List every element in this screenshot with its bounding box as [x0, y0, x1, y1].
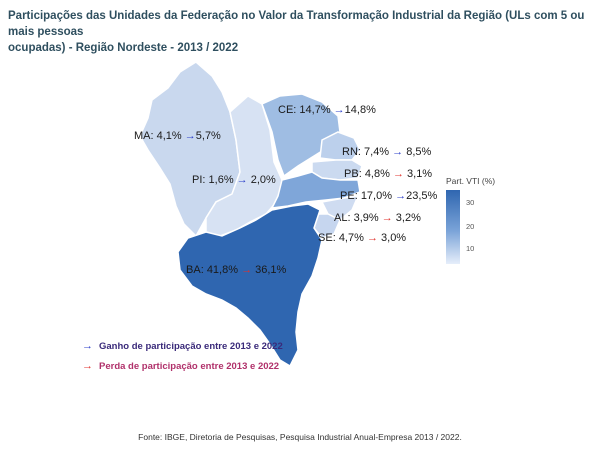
- label-PE-2013: 17,0%: [360, 190, 393, 202]
- source-note: Fonte: IBGE, Diretoria de Pesquisas, Pes…: [138, 432, 462, 442]
- label-PI-2013: 1,6%: [208, 174, 234, 186]
- gain-arrow-icon: →: [392, 146, 404, 158]
- legend-gain: → Ganho de participação entre 2013 e 2022: [82, 340, 283, 352]
- label-AL-2013: 3,9%: [353, 212, 379, 224]
- label-SE: SE: 4,7% → 3,0%: [318, 232, 406, 245]
- legend-loss: → Perda de participação entre 2013 e 2022: [82, 360, 279, 372]
- label-BA-separator: :: [200, 264, 204, 276]
- map-title: Participações das Unidades da Federação …: [8, 8, 588, 56]
- scale-title: Part. VTI (%): [446, 176, 496, 186]
- label-AL-2022: 3,2%: [395, 212, 421, 224]
- region-RN: [319, 131, 361, 161]
- label-PI-state: PI: [192, 174, 203, 186]
- label-RN-state: RN: [342, 146, 358, 158]
- label-MA-state: MA: [134, 130, 151, 142]
- label-PE-2022: 23,5%: [406, 190, 438, 202]
- label-SE-separator: :: [332, 232, 336, 244]
- loss-arrow-icon: →: [82, 360, 93, 372]
- label-PI: PI: 1,6% → 2,0%: [192, 174, 276, 187]
- label-BA-2013: 41,8%: [206, 264, 239, 276]
- label-RN-2022: 8,5%: [406, 146, 432, 158]
- loss-arrow-icon: →: [366, 232, 378, 244]
- label-BA: BA: 41,8% → 36,1%: [186, 264, 286, 277]
- loss-arrow-icon: →: [392, 168, 404, 180]
- label-SE-2013: 4,7%: [338, 232, 364, 244]
- label-PE-separator: :: [354, 190, 358, 202]
- label-CE: CE: 14,7% →14,8%: [278, 104, 376, 117]
- label-MA: MA: 4,1% →5,7%: [134, 130, 221, 143]
- label-AL-separator: :: [347, 212, 351, 224]
- label-SE-2022: 3,0%: [381, 232, 407, 244]
- label-PB-separator: :: [358, 168, 362, 180]
- loss-arrow-icon: →: [241, 264, 253, 276]
- color-scale-bar: [446, 190, 460, 264]
- gain-arrow-icon: →: [82, 340, 93, 352]
- scale-tick-10: 10: [466, 244, 475, 253]
- label-CE-separator: :: [293, 104, 297, 116]
- label-AL-state: AL: [334, 212, 348, 224]
- gain-arrow-icon: →: [395, 190, 407, 202]
- label-MA-separator: :: [150, 130, 154, 142]
- region-BA: [177, 203, 323, 368]
- region-PE: [270, 171, 361, 209]
- label-PI-separator: :: [202, 174, 206, 186]
- label-SE-state: SE: [318, 232, 333, 244]
- label-AL: AL: 3,9% → 3,2%: [334, 212, 421, 225]
- label-PE: PE: 17,0% →23,5%: [340, 190, 437, 203]
- label-MA-2022: 5,7%: [195, 130, 221, 142]
- label-CE-2013: 14,7%: [299, 104, 331, 116]
- label-PI-2022: 2,0%: [250, 174, 276, 186]
- legend-gain-label: Ganho de participação entre 2013 e 2022: [99, 341, 283, 352]
- label-RN: RN: 7,4% → 8,5%: [342, 146, 431, 159]
- gain-arrow-icon: →: [184, 130, 196, 142]
- label-RN-separator: :: [357, 146, 361, 158]
- label-MA-2013: 4,1%: [156, 130, 182, 142]
- label-PB-state: PB: [344, 168, 359, 180]
- label-PE-state: PE: [340, 190, 355, 202]
- label-RN-2013: 7,4%: [364, 146, 390, 158]
- label-PB-2022: 3,1%: [407, 168, 433, 180]
- gain-arrow-icon: →: [236, 174, 248, 186]
- label-CE-2022: 14,8%: [344, 104, 376, 116]
- title-line-2: ocupadas) - Região Nordeste - 2013 / 202…: [8, 42, 239, 54]
- scale-tick-30: 30: [466, 198, 475, 207]
- legend-loss-label: Perda de participação entre 2013 e 2022: [99, 361, 280, 372]
- title-line-1: Participações das Unidades da Federação …: [8, 10, 585, 38]
- label-PB-2013: 4,8%: [364, 168, 390, 180]
- label-BA-state: BA: [186, 264, 201, 276]
- label-BA-2022: 36,1%: [255, 264, 287, 276]
- label-CE-state: CE: [278, 104, 294, 116]
- gain-arrow-icon: →: [333, 104, 345, 116]
- scale-tick-20: 20: [466, 222, 475, 231]
- label-PB: PB: 4,8% → 3,1%: [344, 168, 432, 181]
- loss-arrow-icon: →: [381, 212, 393, 224]
